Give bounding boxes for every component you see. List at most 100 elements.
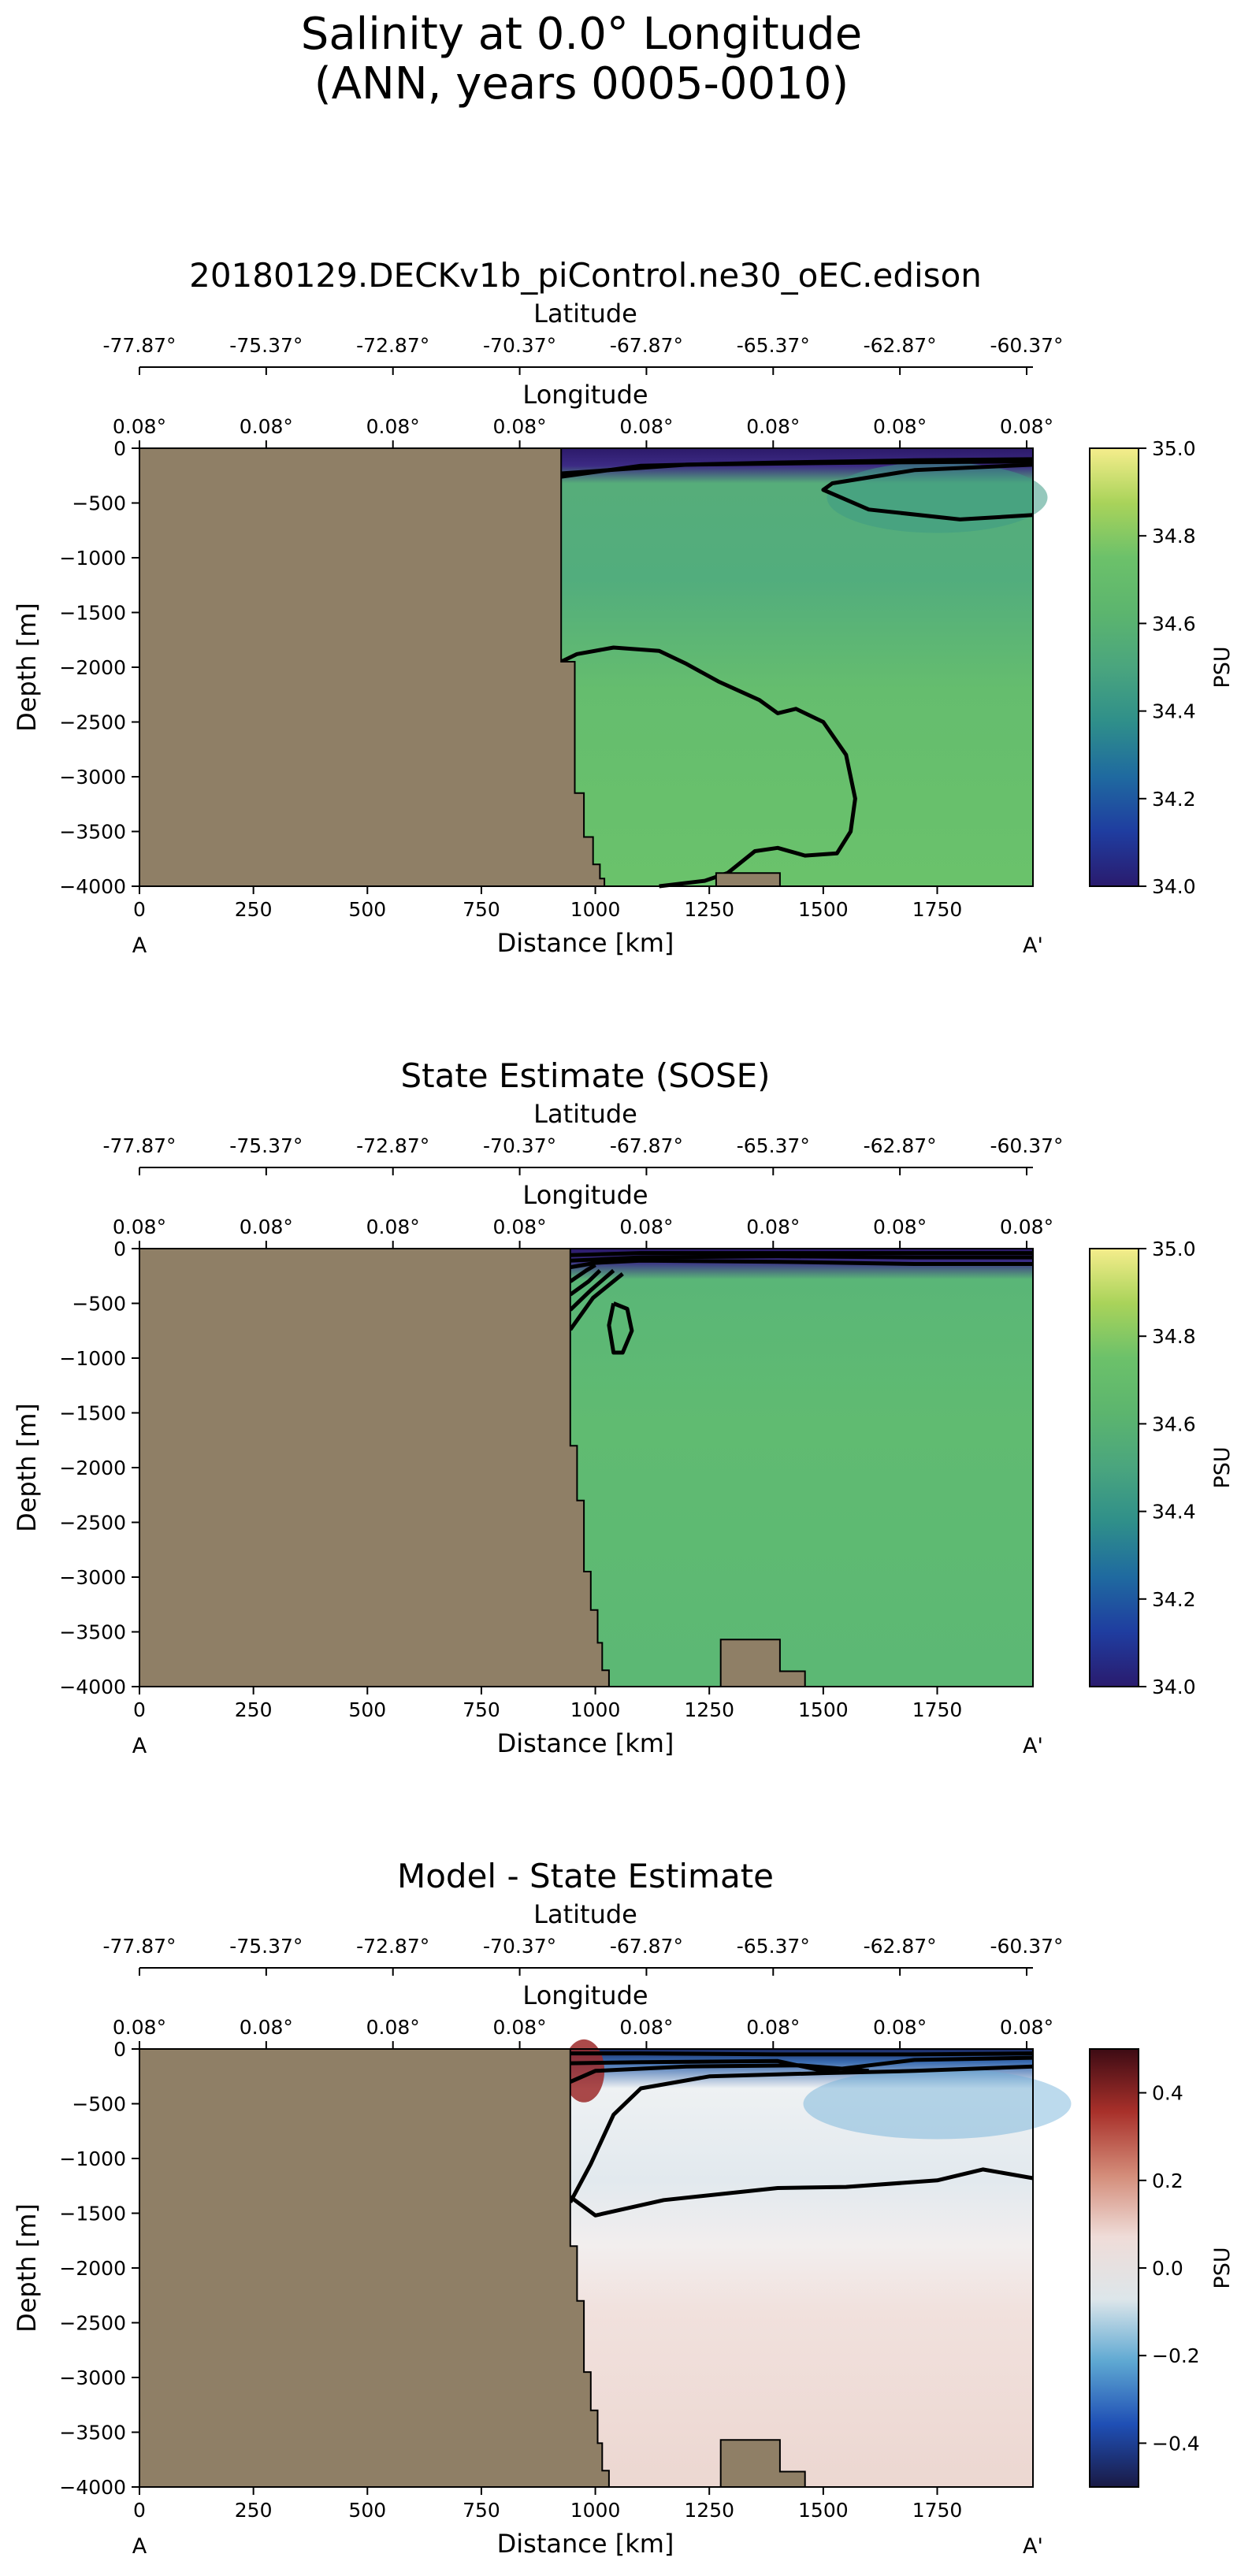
x-tick-label: 750 — [463, 898, 500, 921]
panel-2: State Estimate (SOSE) Latitude -77.87° -75.… — [12, 1056, 1235, 1758]
contour-line — [607, 1301, 634, 1355]
y-axis-label: Depth [m] — [12, 1403, 42, 1532]
endpoint-left-label: A — [132, 934, 147, 958]
endpoint-left-label: A — [132, 1734, 147, 1758]
longitude-label: Longitude — [522, 380, 648, 410]
colorbar-label: PSU — [1210, 1446, 1235, 1488]
x-tick-label: 1500 — [798, 1698, 849, 1721]
negative-anomaly-patch — [803, 2068, 1072, 2140]
contour-line — [569, 2167, 1034, 2218]
contour-line — [570, 1254, 1033, 1263]
y-tick-label: −2000 — [59, 1457, 126, 1479]
contour-line — [569, 2063, 869, 2084]
latitude-label: Latitude — [533, 1899, 637, 1929]
colorbar — [1089, 2048, 1139, 2488]
latitude-tick-label: -62.87° — [864, 1935, 937, 1958]
x-tick-label: 0 — [133, 1698, 146, 1721]
y-tick-label: −2000 — [59, 656, 126, 679]
latitude-tick-label: -60.37° — [990, 334, 1063, 357]
y-tick-label: −500 — [72, 492, 126, 515]
latitude-label: Latitude — [533, 299, 637, 328]
colorbar-tick-label: 0.2 — [1152, 2170, 1183, 2192]
colorbar-tick-label: 34.6 — [1152, 612, 1196, 635]
y-tick-label: −1000 — [59, 547, 126, 570]
longitude-tick-label: 0.08° — [366, 1216, 420, 1238]
colorbar — [1089, 447, 1139, 887]
colorbar-tick-label: 34.0 — [1152, 875, 1196, 898]
endpoint-left-label: A — [132, 2534, 147, 2559]
latitude-tick-label: -65.37° — [737, 1935, 810, 1958]
y-tick-label: 0 — [113, 2038, 126, 2061]
contour-line — [569, 1268, 602, 1297]
y-tick-label: −4000 — [59, 1676, 126, 1698]
colorbar-label: PSU — [1210, 646, 1235, 688]
x-tick-label: 250 — [235, 2499, 273, 2522]
y-tick-label: −500 — [72, 1293, 126, 1316]
y-tick-label: −3500 — [59, 1621, 126, 1644]
y-tick-label: −2500 — [59, 711, 126, 734]
colorbar-tick-label: 34.2 — [1152, 1588, 1196, 1611]
contour-line — [569, 1263, 596, 1283]
contours — [560, 457, 1034, 889]
x-tick-label: 1000 — [570, 2499, 621, 2522]
y-tick-label: −1500 — [59, 602, 126, 625]
y-axis-label: Depth [m] — [12, 603, 42, 732]
colorbar-tick-label: 0.0 — [1152, 2257, 1183, 2280]
longitude-tick-label: 0.08° — [1000, 1216, 1053, 1238]
latitude-tick-label: -75.37° — [229, 1134, 303, 1157]
longitude-tick-label: 0.08° — [492, 415, 546, 438]
colorbar-tick-label: 34.8 — [1152, 525, 1196, 547]
panel-title: Model - State Estimate — [397, 1857, 774, 1895]
latitude-tick-label: -77.87° — [102, 1134, 176, 1157]
colorbar-tick-label: 34.0 — [1152, 1676, 1196, 1698]
longitude-tick-label: 0.08° — [873, 1216, 927, 1238]
y-tick-label: −3000 — [59, 766, 126, 789]
seamount — [715, 872, 781, 887]
contour-line — [569, 1268, 615, 1312]
land-mask — [139, 1248, 610, 1687]
longitude-tick-label: 0.08° — [492, 2016, 546, 2039]
y-tick-label: −3500 — [59, 2422, 126, 2444]
latitude-tick-label: -65.37° — [737, 334, 810, 357]
latitude-tick-label: -70.37° — [483, 1134, 556, 1157]
longitude-tick-label: 0.08° — [746, 1216, 800, 1238]
contour-line — [568, 2064, 1034, 2203]
colorbar-tick-label: 34.4 — [1152, 1501, 1196, 1524]
latitude-tick-label: -70.37° — [483, 1935, 556, 1958]
longitude-tick-label: 0.08° — [492, 1216, 546, 1238]
contours — [568, 2051, 1034, 2218]
y-tick-label: 0 — [113, 1238, 126, 1260]
x-axis-label: Distance [km] — [497, 1728, 674, 1758]
panel-title: 20180129.DECKv1b_piControl.ne30_oEC.edis… — [189, 256, 982, 295]
y-tick-label: −3500 — [59, 821, 126, 844]
panel-1: 20180129.DECKv1b_piControl.ne30_oEC.edis… — [12, 256, 1235, 958]
y-tick-label: −2000 — [59, 2257, 126, 2280]
latitude-label: Latitude — [533, 1099, 637, 1129]
y-tick-label: −1500 — [59, 2203, 126, 2225]
x-tick-label: 750 — [463, 1698, 500, 1721]
contour-line — [561, 459, 1034, 476]
y-tick-label: −1000 — [59, 1347, 126, 1370]
latitude-tick-label: -75.37° — [229, 1935, 303, 1958]
contour-line — [570, 1258, 1033, 1270]
longitude-tick-label: 0.08° — [113, 415, 166, 438]
x-tick-label: 1500 — [798, 2499, 849, 2522]
longitude-tick-label: 0.08° — [113, 2016, 166, 2039]
x-tick-label: 1750 — [912, 1698, 963, 1721]
contour-line — [821, 462, 1034, 522]
latitude-tick-label: -77.87° — [102, 334, 176, 357]
latitude-tick-label: -67.87° — [610, 1134, 683, 1157]
latitude-tick-label: -77.87° — [102, 1935, 176, 1958]
longitude-tick-label: 0.08° — [366, 415, 420, 438]
colorbar-tick-label: 34.4 — [1152, 700, 1196, 723]
x-tick-label: 500 — [348, 898, 386, 921]
contours — [568, 1251, 1033, 1355]
y-tick-label: −3000 — [59, 2366, 126, 2389]
endpoint-right-label: A' — [1023, 2534, 1043, 2559]
x-tick-label: 1500 — [798, 898, 849, 921]
longitude-tick-label: 0.08° — [1000, 415, 1053, 438]
y-tick-label: 0 — [113, 437, 126, 460]
land-mask — [139, 447, 606, 887]
colorbar-tick-label: −0.4 — [1152, 2432, 1200, 2455]
